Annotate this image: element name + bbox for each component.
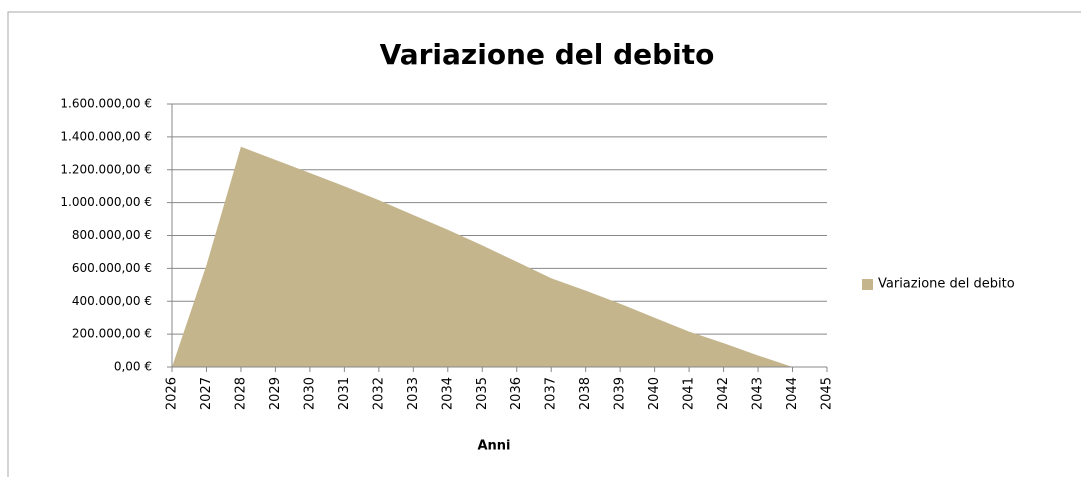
x-tick-label: 2042 [716, 377, 731, 410]
chart-title: Variazione del debito [380, 38, 715, 71]
x-tick-label: 2032 [371, 377, 386, 410]
x-tick-label: 2035 [475, 377, 490, 410]
x-tick-label: 2027 [199, 377, 214, 410]
chart-frame [7, 11, 1081, 477]
y-tick-label: 1.400.000,00 € [60, 129, 152, 143]
x-axis-title: Anni [477, 439, 510, 454]
y-tick-label: 800.000,00 € [72, 228, 152, 242]
y-tick-label: 400.000,00 € [72, 294, 152, 308]
x-tick-label: 2034 [440, 377, 455, 410]
legend-label: Variazione del debito [878, 277, 1015, 292]
y-tick-label: 1.600.000,00 € [60, 97, 152, 111]
y-tick-label: 0,00 € [114, 360, 152, 374]
x-tick-label: 2045 [820, 377, 835, 410]
y-tick-label: 200.000,00 € [72, 327, 152, 341]
x-tick-label: 2030 [302, 377, 317, 410]
x-tick-label: 2028 [233, 377, 248, 410]
x-tick-label: 2044 [785, 377, 800, 410]
y-tick-label: 1.200.000,00 € [60, 162, 152, 176]
x-tick-label: 2041 [682, 377, 697, 410]
y-tick-label: 600.000,00 € [72, 261, 152, 275]
x-tick-label: 2036 [509, 377, 524, 410]
x-tick-label: 2038 [578, 377, 593, 410]
x-tick-label: 2040 [647, 377, 662, 410]
x-tick-label: 2026 [165, 377, 180, 410]
x-tick-label: 2029 [268, 377, 283, 410]
x-tick-label: 2043 [751, 377, 766, 410]
legend-swatch [862, 279, 873, 290]
x-tick-label: 2033 [406, 377, 421, 410]
x-tick-label: 2031 [337, 377, 352, 410]
x-tick-label: 2039 [613, 377, 628, 410]
area [172, 146, 827, 367]
y-tick-label: 1.000.000,00 € [60, 195, 152, 209]
x-tick-label: 2037 [544, 377, 559, 410]
